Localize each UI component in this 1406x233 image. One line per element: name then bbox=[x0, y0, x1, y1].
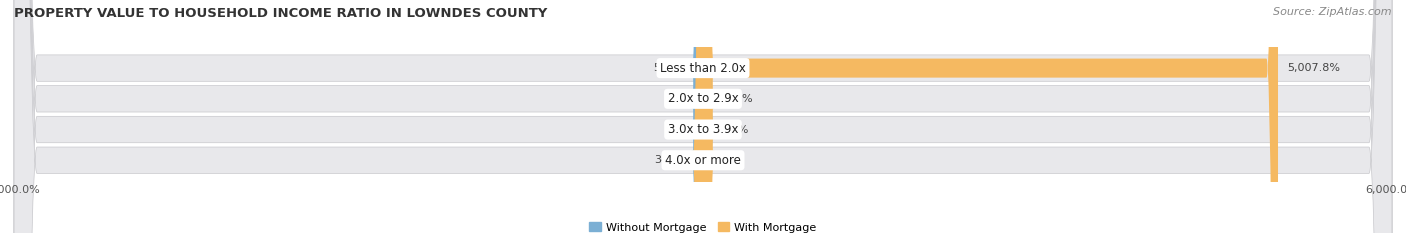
FancyBboxPatch shape bbox=[14, 0, 1392, 233]
Text: Less than 2.0x: Less than 2.0x bbox=[659, 62, 747, 75]
FancyBboxPatch shape bbox=[697, 0, 714, 233]
Text: 34.6%: 34.6% bbox=[654, 155, 690, 165]
FancyBboxPatch shape bbox=[692, 0, 714, 233]
FancyBboxPatch shape bbox=[14, 0, 1392, 233]
Text: PROPERTY VALUE TO HOUSEHOLD INCOME RATIO IN LOWNDES COUNTY: PROPERTY VALUE TO HOUSEHOLD INCOME RATIO… bbox=[14, 7, 547, 20]
FancyBboxPatch shape bbox=[14, 0, 1392, 233]
FancyBboxPatch shape bbox=[692, 0, 714, 233]
Text: 2.0x to 2.9x: 2.0x to 2.9x bbox=[668, 92, 738, 105]
Text: Source: ZipAtlas.com: Source: ZipAtlas.com bbox=[1274, 7, 1392, 17]
Text: 4.0x or more: 4.0x or more bbox=[665, 154, 741, 167]
Text: 3.0x to 3.9x: 3.0x to 3.9x bbox=[668, 123, 738, 136]
Legend: Without Mortgage, With Mortgage: Without Mortgage, With Mortgage bbox=[585, 218, 821, 233]
FancyBboxPatch shape bbox=[692, 0, 713, 233]
Text: 18.5%: 18.5% bbox=[714, 124, 749, 134]
FancyBboxPatch shape bbox=[692, 0, 709, 233]
Text: 47.9%: 47.9% bbox=[717, 94, 754, 104]
Text: 8.5%: 8.5% bbox=[665, 94, 693, 104]
Text: 3.7%: 3.7% bbox=[665, 124, 693, 134]
Text: 4.6%: 4.6% bbox=[713, 155, 741, 165]
FancyBboxPatch shape bbox=[693, 0, 714, 233]
Text: 51.1%: 51.1% bbox=[652, 63, 688, 73]
FancyBboxPatch shape bbox=[692, 0, 710, 233]
FancyBboxPatch shape bbox=[14, 0, 1392, 233]
FancyBboxPatch shape bbox=[703, 0, 1278, 233]
Text: 5,007.8%: 5,007.8% bbox=[1288, 63, 1340, 73]
